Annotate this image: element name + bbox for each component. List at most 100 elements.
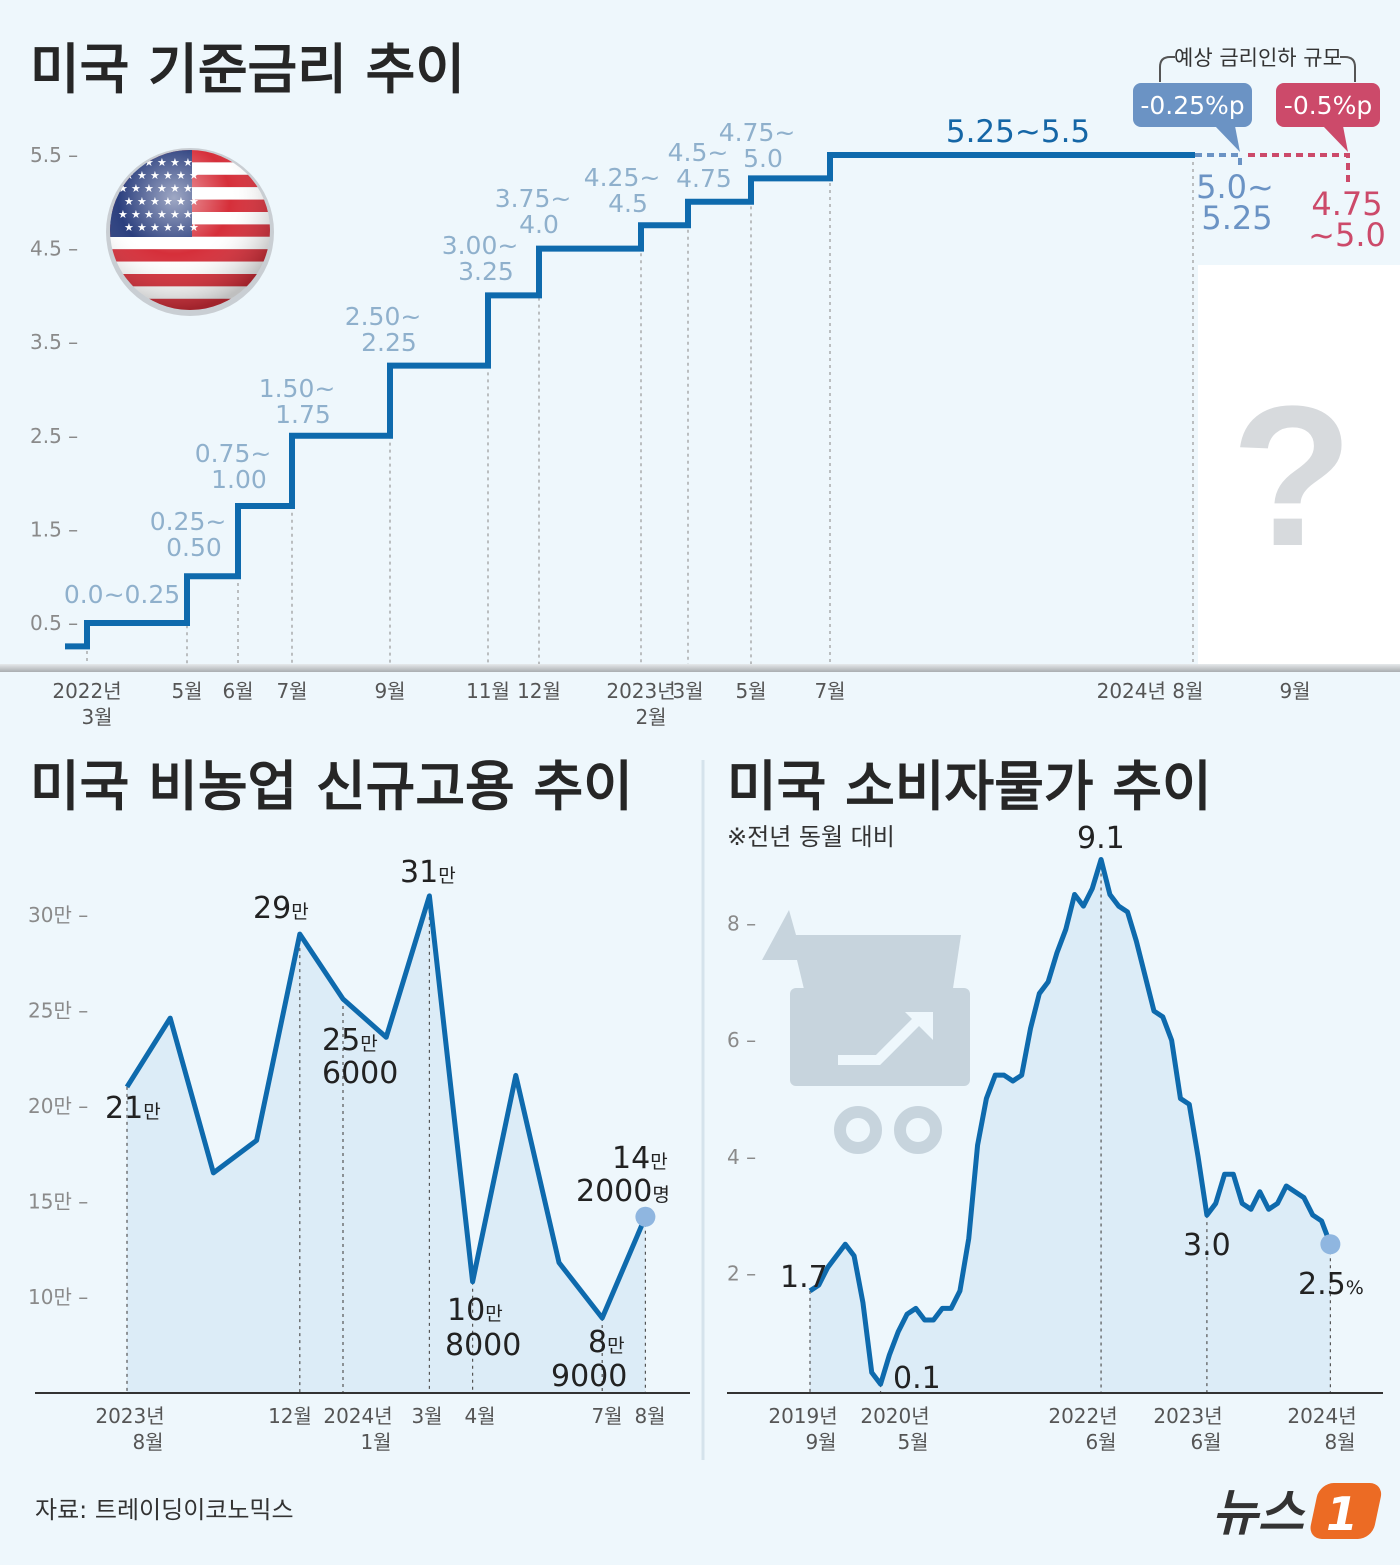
- rate-label-line: 5.0: [743, 144, 783, 173]
- x-axis-label: 2024년 8월: [1097, 679, 1204, 703]
- y-tick-label: 3.5 –: [30, 330, 78, 354]
- jobs-value-number: 14: [612, 1141, 650, 1176]
- cut-bubble-tail: [1215, 126, 1240, 152]
- cpi-value-number: 3.0: [1183, 1228, 1231, 1263]
- rate-x-axis: [0, 664, 1400, 672]
- rate-label-line: 5.25~5.5: [946, 114, 1090, 150]
- jobs-value-unit: 만: [485, 1303, 502, 1325]
- y-tick-label: 2.5 –: [30, 424, 78, 448]
- x-axis-label: 2022년 6월: [1048, 1404, 1117, 1454]
- y-tick-label: 6 –: [727, 1028, 756, 1052]
- flag-star: ★: [118, 156, 128, 169]
- jobs-value-label: 2000명: [576, 1174, 670, 1209]
- y-tick-label: 8 –: [727, 912, 756, 936]
- x-axis-label-line: 7월: [814, 679, 845, 703]
- cut-bubble: [1276, 83, 1380, 127]
- x-axis-label: 2024년 1월: [323, 1404, 392, 1454]
- jobs-value-label: 14만: [612, 1141, 668, 1176]
- x-axis-label-line: 2024년: [1287, 1404, 1356, 1428]
- cpi-value-label: 9.1: [1077, 821, 1125, 856]
- rate-label: 4.5~ 4.75: [668, 138, 732, 193]
- x-axis-label: 12월: [268, 1404, 312, 1428]
- jobs-value-number: 21: [105, 1091, 143, 1126]
- x-axis-label-line: 3월: [81, 705, 112, 729]
- x-axis-label: 2019년 9월: [768, 1404, 837, 1454]
- rate-label: 3.00~ 3.25: [442, 231, 519, 286]
- rate-label-line: 3.00~: [442, 231, 519, 260]
- y-tick-label: 4 –: [727, 1145, 756, 1169]
- x-axis-label: 3월: [411, 1404, 442, 1428]
- rate-label-line: 3.25: [458, 257, 514, 286]
- jobs-chart-title: 미국 비농업 신규고용 추이: [30, 755, 633, 818]
- x-axis-label: 3월: [672, 679, 703, 703]
- y-tick-label: 10만 –: [28, 1285, 88, 1309]
- forecast-result: 4.75 ~5.0: [1308, 185, 1386, 254]
- cpi-value-label: 2.5%: [1298, 1267, 1364, 1302]
- x-axis-label-line: 2023년: [95, 1404, 164, 1428]
- svg-text:?: ?: [1231, 365, 1353, 588]
- rate-label-line: 4.75~: [719, 118, 796, 147]
- y-tick-label: 0.5 –: [30, 611, 78, 635]
- jobs-value-label: 8만: [588, 1325, 625, 1360]
- x-axis-label-line: 9월: [805, 1430, 836, 1454]
- jobs-value-label: 10만: [447, 1293, 503, 1328]
- rate-label-line: 2.25: [361, 328, 417, 357]
- y-tick-label: 20만 –: [28, 1094, 88, 1118]
- rate-label-line: 0.0~0.25: [64, 580, 180, 609]
- jobs-value-number: 6000: [322, 1056, 398, 1091]
- jobs-value-unit: 만: [607, 1335, 624, 1357]
- x-axis-label-line: 2019년: [768, 1404, 837, 1428]
- x-axis-label: 9월: [1279, 679, 1310, 703]
- jobs-value-number: 9000: [551, 1359, 627, 1394]
- rate-label-line: 4.5: [608, 189, 648, 218]
- rate-label-line: 0.50: [166, 533, 222, 562]
- x-axis-label-line: 2022년: [1048, 1404, 1117, 1428]
- rate-label-line: 1.00: [211, 465, 267, 494]
- x-axis-label: 2023년 6월: [1153, 1404, 1222, 1454]
- rate-label: 0.0~0.25: [64, 580, 180, 609]
- rate-label: 3.75~ 4.0: [495, 184, 572, 239]
- x-axis-label-line: 2월: [635, 705, 666, 729]
- y-tick-label: 25만 –: [28, 999, 88, 1023]
- cpi-value-unit: %: [1346, 1277, 1364, 1299]
- rate-chart-title: 미국 기준금리 추이: [30, 38, 465, 101]
- us-flag-icon: ★★★★★★★★★★★★★★★★★★★★★★★★★★★★★★★★★★★★: [106, 148, 274, 316]
- forecast-result-line: 4.75: [1311, 185, 1382, 223]
- x-axis-label-line: 6월: [222, 679, 253, 703]
- forecast-result-line: 5.0~: [1196, 168, 1274, 206]
- x-axis-label: 4월: [464, 1404, 495, 1428]
- cpi-value-number: 0.1: [893, 1361, 941, 1396]
- jobs-value-number: 10: [447, 1293, 485, 1328]
- x-axis-label: 11월: [466, 679, 510, 703]
- y-tick-label: 1.5 –: [30, 517, 78, 541]
- cpi-area: [810, 859, 1331, 1393]
- rate-label: 5.25~5.5: [946, 114, 1090, 150]
- jobs-value-number: 31: [400, 855, 438, 890]
- cpi-chart-title: 미국 소비자물가 추이: [727, 755, 1212, 818]
- forecast-result-line: 5.25: [1201, 199, 1272, 237]
- y-tick-label: 15만 –: [28, 1190, 88, 1214]
- jobs-value-unit: 만: [143, 1101, 160, 1123]
- jobs-value-unit: 명: [652, 1184, 669, 1206]
- x-axis-label: 5월: [735, 679, 766, 703]
- x-axis-label-line: 9월: [374, 679, 405, 703]
- forecast-line-025: [1195, 153, 1242, 165]
- x-axis-label-line: 11월: [466, 679, 510, 703]
- x-axis-label: 7월: [276, 679, 307, 703]
- x-axis-label-line: 2023년: [606, 679, 675, 703]
- x-axis-label: 2022년 3월: [52, 679, 121, 729]
- y-tick-label: 5.5 –: [30, 143, 78, 167]
- jobs-value-label: 25만: [322, 1023, 378, 1058]
- x-axis-label-line: 7월: [276, 679, 307, 703]
- x-axis-label: 2024년 8월: [1287, 1404, 1356, 1454]
- shopping-cart-icon: [762, 910, 970, 1154]
- cpi-value-label: 1.7: [780, 1260, 828, 1295]
- cut-bubble: [1133, 83, 1252, 127]
- x-axis-label: 12월: [517, 679, 561, 703]
- x-axis-label: 9월: [374, 679, 405, 703]
- x-axis-label-line: 2022년: [52, 679, 121, 703]
- rate-label-line: 0.25~: [150, 507, 227, 536]
- cpi-value-label: 3.0: [1183, 1228, 1231, 1263]
- y-tick-label: 2 –: [727, 1261, 756, 1285]
